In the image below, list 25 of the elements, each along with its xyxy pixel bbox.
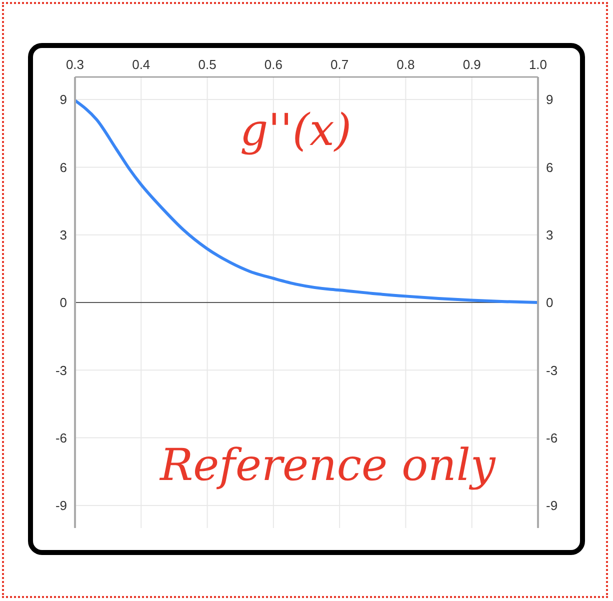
y2-tick-label: 3 bbox=[546, 227, 554, 242]
y-tick-label: 6 bbox=[60, 160, 67, 175]
y2-tick-label: 0 bbox=[546, 295, 554, 310]
y2-tick-label: 6 bbox=[546, 160, 554, 175]
y-tick-label: -9 bbox=[55, 498, 67, 514]
x-tick-label: 0.7 bbox=[330, 57, 349, 72]
y2-tick-label: 9 bbox=[546, 92, 554, 108]
y-tick-label: 0 bbox=[60, 295, 67, 310]
x-tick-label: 0.9 bbox=[462, 57, 481, 72]
y-tick-label: 3 bbox=[60, 227, 67, 242]
line-series bbox=[75, 98, 538, 304]
x-tick-label: 0.3 bbox=[66, 57, 84, 72]
y-tick-label: -6 bbox=[55, 430, 67, 446]
y2-tick-label: -6 bbox=[546, 430, 558, 446]
y-tick-label: -3 bbox=[55, 362, 67, 378]
x-tick-label: 0.4 bbox=[132, 57, 150, 72]
x-tick-label: 0.5 bbox=[198, 57, 216, 72]
x-tick-label: 0.6 bbox=[264, 57, 282, 72]
annotation: g''(x) bbox=[240, 105, 352, 156]
y2-tick-label: -3 bbox=[546, 362, 558, 378]
y2-tick-label: -9 bbox=[546, 498, 558, 514]
x-tick-label: 0.8 bbox=[396, 57, 415, 72]
x-tick-label: 1.0 bbox=[528, 57, 548, 72]
y-tick-label: 9 bbox=[60, 92, 67, 108]
annotation: Reference only bbox=[160, 440, 496, 491]
